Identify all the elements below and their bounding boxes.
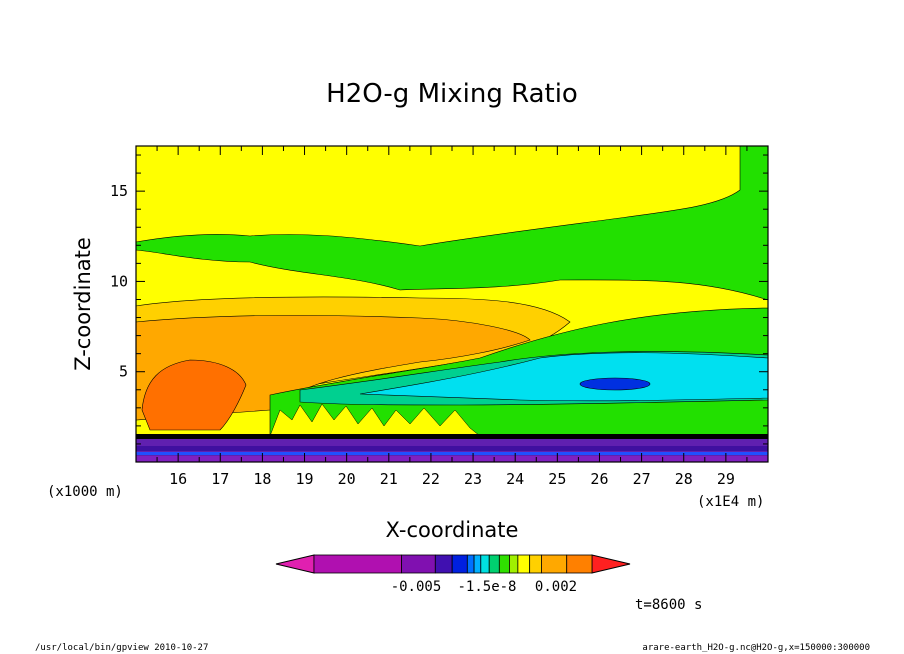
y-tick-label: 15 xyxy=(110,182,128,200)
colorbar-right-arrow xyxy=(591,554,631,574)
plot-area xyxy=(135,145,769,463)
colorbar-segment xyxy=(434,554,453,574)
x-tick-label: 29 xyxy=(717,470,735,488)
colorbar-segment xyxy=(566,554,593,574)
colorbar-segment xyxy=(541,554,568,574)
blue-core xyxy=(579,377,651,391)
colorbar xyxy=(275,554,631,574)
x-scale-note: (x1E4 m) xyxy=(697,494,764,510)
colorbar-label-0: -0.005 xyxy=(391,579,442,595)
colorbar-segment xyxy=(488,554,500,574)
x-tick-label: 20 xyxy=(338,470,356,488)
footer-left: /usr/local/bin/gpview 2010-10-27 xyxy=(35,643,208,653)
x-tick-label: 16 xyxy=(169,470,187,488)
x-tick-label: 27 xyxy=(633,470,651,488)
black-boundary-line xyxy=(136,434,768,439)
yellow-streaks xyxy=(269,403,481,437)
colorbar-left-arrow xyxy=(275,554,315,574)
colorbar-segment xyxy=(401,554,436,574)
colorbar-segment xyxy=(498,554,510,574)
chart-title: H2O-g Mixing Ratio xyxy=(326,79,578,109)
colorbar-label-2: 0.002 xyxy=(535,579,577,595)
x-tick-label: 24 xyxy=(506,470,524,488)
x-tick-label: 25 xyxy=(548,470,566,488)
colorbar-segment xyxy=(466,554,475,574)
x-tick-label: 19 xyxy=(296,470,314,488)
dark-purple-stripe xyxy=(136,446,768,451)
x-tick-label: 18 xyxy=(253,470,271,488)
y-tick-label: 10 xyxy=(110,272,128,290)
x-tick-label: 22 xyxy=(422,470,440,488)
colorbar-segment xyxy=(313,554,403,574)
colorbar-segment xyxy=(473,554,482,574)
y-tick-label: 5 xyxy=(119,363,128,381)
x-tick-label: 17 xyxy=(211,470,229,488)
x-tick-label: 23 xyxy=(464,470,482,488)
footer-right: arare-earth_H2O-g.nc@H2O-g,x=150000:3000… xyxy=(642,643,870,653)
y-scale-note: (x1000 m) xyxy=(47,484,123,500)
dark-orange-core xyxy=(141,359,247,431)
colorbar-label-1: -1.5e-8 xyxy=(457,579,516,595)
colorbar-segment xyxy=(529,554,542,574)
time-label: t=8600 s xyxy=(635,597,702,613)
colorbar-segment xyxy=(451,554,468,574)
colorbar-segment xyxy=(517,554,531,574)
x-tick-label: 26 xyxy=(590,470,608,488)
colorbar-segment xyxy=(480,554,490,574)
colorbar-segment xyxy=(509,554,519,574)
x-axis-label: X-coordinate xyxy=(386,518,519,542)
y-axis-label: Z-coordinate xyxy=(71,237,95,371)
x-tick-label: 21 xyxy=(380,470,398,488)
tick-marks: 16 17 18 19 20 21 22 23 24 25 26 27 28 29 5 10 15 xyxy=(110,146,769,488)
x-tick-label: 28 xyxy=(675,470,693,488)
blue-stripe xyxy=(136,452,768,455)
